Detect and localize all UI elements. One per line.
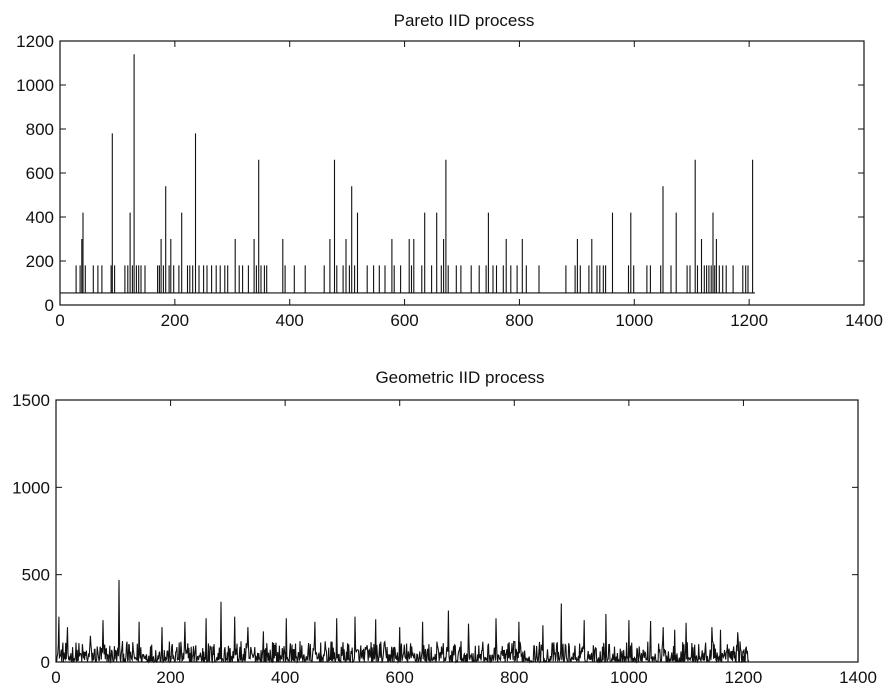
geometric-xtick-label-800: 800: [500, 668, 528, 687]
geometric-xtick-label-1000: 1000: [610, 668, 648, 687]
pareto-xtick-label-600: 600: [390, 311, 418, 330]
pareto-ytick-label-1200: 1200: [16, 32, 54, 51]
pareto-axes-box: [59, 40, 865, 306]
pareto-xtick-label-0: 0: [55, 311, 64, 330]
geometric-ytick-label-1000: 1000: [12, 478, 50, 497]
geometric-chart-title: Geometric IID process: [375, 368, 544, 387]
geometric-xtick-label-400: 400: [271, 668, 299, 687]
geometric-series-line: [56, 579, 750, 664]
geometric-chart: Geometric IID process 0 200 400 600 800 1000 1…: [12, 368, 877, 687]
pareto-xtick-label-1400: 1400: [845, 311, 883, 330]
pareto-chart-title: Pareto IID process: [394, 11, 535, 30]
geometric-axes-box: [55, 399, 859, 663]
pareto-xtick-label-800: 800: [505, 311, 533, 330]
pareto-chart: Pareto IID process 0 200 400 600 800 1000 1200…: [16, 11, 883, 330]
geometric-ytick-label-1500: 1500: [12, 391, 50, 410]
geometric-xtick-label-200: 200: [156, 668, 184, 687]
pareto-ticks: [59, 40, 865, 306]
geometric-tick-labels: 0 200 400 600 800 1000 1200 1400 0 500 1000 1500: [12, 391, 877, 687]
pareto-xtick-label-200: 200: [161, 311, 189, 330]
geometric-xtick-label-1200: 1200: [725, 668, 763, 687]
pareto-series-line: [60, 54, 755, 294]
geometric-ytick-label-500: 500: [22, 566, 50, 585]
geometric-ticks: [55, 399, 859, 663]
geometric-xtick-label-1400: 1400: [839, 668, 877, 687]
geometric-xtick-label-0: 0: [51, 668, 60, 687]
geometric-ytick-label-0: 0: [41, 653, 50, 672]
geometric-xtick-label-600: 600: [386, 668, 414, 687]
pareto-tick-labels: 0 200 400 600 800 1000 1200 1400 0 200 400 600 800 10…: [16, 32, 883, 330]
pareto-ytick-label-600: 600: [26, 164, 54, 183]
pareto-ytick-label-0: 0: [45, 296, 54, 315]
pareto-xtick-label-400: 400: [276, 311, 304, 330]
pareto-ytick-label-200: 200: [26, 252, 54, 271]
pareto-xtick-label-1200: 1200: [730, 311, 768, 330]
pareto-ytick-label-1000: 1000: [16, 76, 54, 95]
pareto-ytick-label-800: 800: [26, 120, 54, 139]
pareto-xtick-label-1000: 1000: [615, 311, 653, 330]
pareto-ytick-label-400: 400: [26, 208, 54, 227]
